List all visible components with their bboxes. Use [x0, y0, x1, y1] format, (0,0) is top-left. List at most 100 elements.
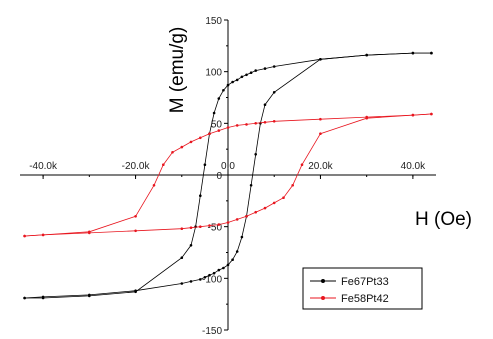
- legend-entry-fe58pt42: Fe58Pt42: [310, 293, 389, 305]
- data-point-fe67pt33: [203, 163, 207, 166]
- data-point-fe58pt42: [291, 184, 295, 187]
- data-point-fe67pt33: [180, 256, 184, 260]
- data-point-fe67pt33: [365, 53, 369, 57]
- series-fe58pt42: [23, 112, 433, 238]
- data-point-fe58pt42: [245, 123, 248, 126]
- data-point-fe67pt33: [134, 289, 137, 293]
- data-point-fe58pt42: [254, 122, 257, 125]
- data-point-fe67pt33: [180, 282, 184, 285]
- data-point-fe58pt42: [235, 218, 239, 221]
- data-point-fe67pt33: [222, 266, 225, 270]
- x-axis-title: H (Oe): [415, 209, 472, 230]
- x-tick-label: 20.0k: [308, 161, 333, 172]
- data-point-fe58pt42: [41, 233, 45, 237]
- data-point-fe58pt42: [226, 221, 230, 224]
- data-point-fe67pt33: [217, 97, 221, 100]
- data-point-fe58pt42: [189, 140, 193, 144]
- legend-box: [302, 267, 423, 310]
- data-point-fe67pt33: [411, 51, 415, 55]
- data-point-fe58pt42: [411, 113, 415, 117]
- data-point-fe58pt42: [272, 120, 276, 123]
- data-point-fe58pt42: [199, 136, 202, 140]
- x-tick-label: -40.0k: [29, 161, 58, 172]
- data-point-fe67pt33: [212, 111, 216, 115]
- legend-entry-fe67pt33: Fe67Pt33: [310, 276, 389, 288]
- data-point-fe67pt33: [203, 276, 207, 279]
- data-point-fe67pt33: [217, 268, 221, 272]
- data-point-fe58pt42: [319, 117, 322, 121]
- legend-marker-fe58pt42: [321, 296, 325, 300]
- x-tick-label: 0.0: [221, 161, 235, 172]
- x-tick-label: 40.0k: [401, 161, 426, 172]
- data-point-fe67pt33: [23, 296, 26, 300]
- series-line-fe67pt33: [24, 52, 432, 299]
- data-point-fe67pt33: [189, 280, 193, 283]
- data-point-fe58pt42: [263, 121, 267, 124]
- x-tick-label: -20.0k: [122, 161, 151, 172]
- y-ticks: -150 -100 -50 0 50 100 150: [202, 16, 228, 337]
- data-point-fe58pt42: [263, 206, 267, 210]
- data-point-fe67pt33: [208, 273, 211, 277]
- data-point-fe67pt33: [199, 194, 202, 197]
- data-point-fe67pt33: [319, 58, 322, 61]
- data-point-fe58pt42: [162, 163, 165, 166]
- data-point-fe58pt42: [134, 215, 137, 218]
- legend-label-fe67pt33: Fe67Pt33: [341, 276, 389, 288]
- data-point-fe67pt33: [240, 75, 244, 79]
- data-point-fe67pt33: [226, 83, 230, 87]
- data-point-fe58pt42: [217, 223, 221, 226]
- data-point-fe67pt33: [263, 67, 267, 70]
- data-point-fe67pt33: [226, 263, 230, 267]
- y-tick-label: 150: [205, 16, 222, 27]
- data-point-fe67pt33: [231, 80, 234, 84]
- data-point-fe67pt33: [240, 235, 244, 239]
- data-point-fe58pt42: [235, 124, 239, 127]
- data-point-fe58pt42: [245, 215, 248, 218]
- data-point-fe58pt42: [134, 229, 137, 233]
- legend-marker-fe67pt33: [321, 279, 325, 283]
- data-point-fe58pt42: [199, 225, 202, 228]
- data-point-fe67pt33: [235, 78, 239, 82]
- data-point-fe58pt42: [180, 227, 184, 230]
- data-point-fe67pt33: [249, 71, 253, 74]
- data-point-fe58pt42: [208, 224, 211, 227]
- data-point-fe67pt33: [254, 69, 257, 72]
- data-point-fe58pt42: [319, 132, 322, 135]
- legend-label-fe58pt42: Fe58Pt42: [341, 293, 389, 305]
- y-axis-title: M (emu/g): [167, 27, 188, 114]
- data-point-fe58pt42: [180, 145, 184, 149]
- y-tick-label: -150: [202, 326, 222, 337]
- series-line-fe67pt33: [24, 52, 432, 299]
- y-tick-label: -50: [208, 223, 223, 234]
- data-point-fe67pt33: [189, 244, 193, 247]
- y-tick-label: -100: [202, 274, 222, 285]
- data-point-fe67pt33: [430, 51, 433, 55]
- data-point-fe67pt33: [245, 73, 248, 77]
- y-tick-label: 50: [211, 119, 223, 130]
- data-point-fe67pt33: [272, 91, 276, 94]
- y-tick-label: 0: [216, 171, 222, 182]
- data-point-fe67pt33: [254, 153, 257, 156]
- data-point-fe58pt42: [152, 184, 156, 187]
- data-point-fe58pt42: [171, 151, 174, 154]
- data-point-fe67pt33: [41, 295, 45, 299]
- data-point-fe58pt42: [88, 231, 91, 235]
- data-point-fe58pt42: [272, 201, 276, 205]
- data-point-fe67pt33: [235, 250, 239, 253]
- data-point-fe58pt42: [226, 126, 230, 129]
- y-tick-label: 100: [205, 68, 222, 79]
- data-point-fe67pt33: [249, 184, 253, 187]
- data-point-fe58pt42: [208, 132, 211, 135]
- data-point-fe58pt42: [217, 129, 221, 132]
- data-point-fe58pt42: [430, 112, 433, 116]
- data-point-fe67pt33: [263, 103, 267, 106]
- data-point-fe67pt33: [88, 293, 91, 297]
- series-layer: [23, 51, 433, 300]
- series-line-fe58pt42: [24, 113, 432, 237]
- series-line-fe58pt42: [24, 113, 432, 237]
- data-point-fe58pt42: [282, 196, 285, 199]
- data-point-fe58pt42: [254, 210, 257, 214]
- data-point-fe58pt42: [300, 163, 304, 166]
- data-point-fe67pt33: [199, 278, 202, 281]
